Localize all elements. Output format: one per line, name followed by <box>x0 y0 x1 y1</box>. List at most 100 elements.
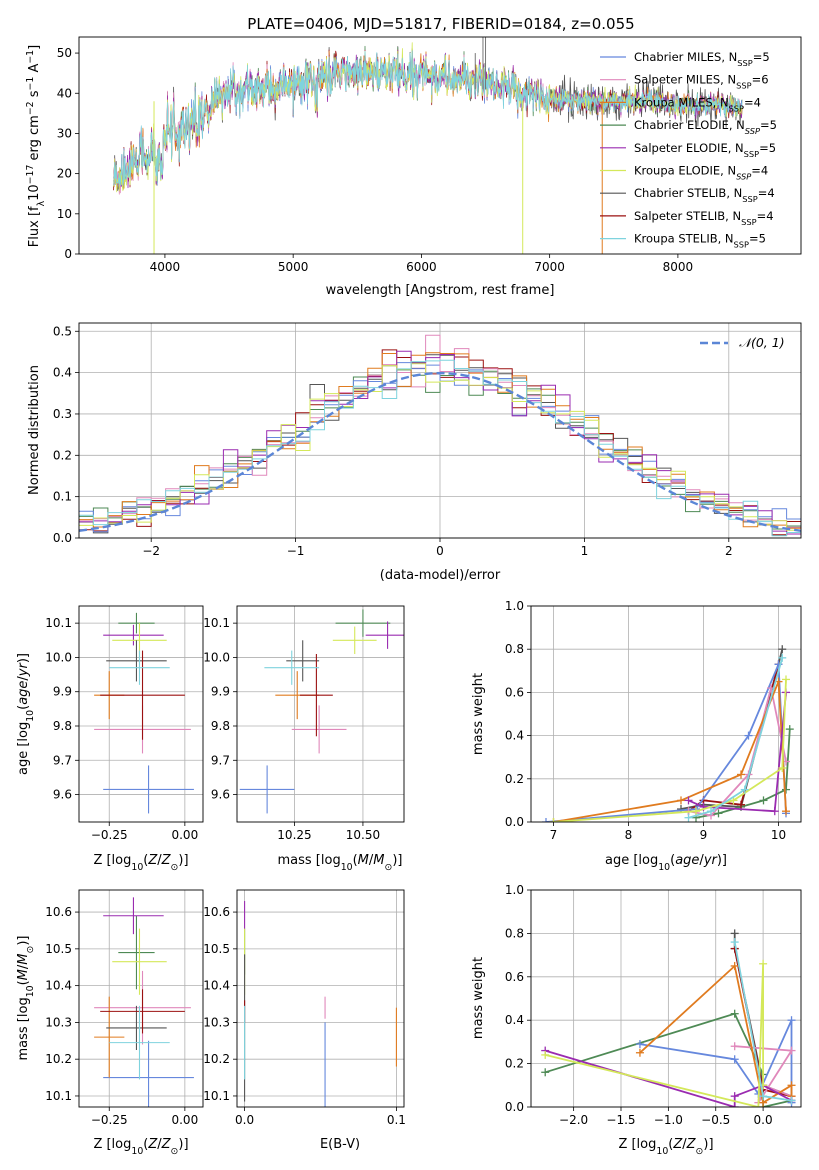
y-tick-label: 10.1 <box>45 1089 72 1103</box>
y-tick-label: 10.1 <box>45 616 72 630</box>
y-tick-label: 1.0 <box>505 599 524 613</box>
spectrum-plot-area <box>113 37 743 254</box>
y-tick-label: 9.7 <box>211 753 230 767</box>
y-tick-label: 10.6 <box>203 905 230 919</box>
y-tick-label: 0.0 <box>505 1100 524 1114</box>
y-tick-label: 10.3 <box>203 1015 230 1029</box>
y-tick-label: 9.9 <box>53 685 72 699</box>
residuals-axes: −2 −1 0 1 2 0.0 0.1 0.2 0.3 0.4 0.5 <box>53 323 801 558</box>
plots-layer: 4000 5000 6000 7000 800001020304050wavelengt… <box>16 36 802 1157</box>
spectrum-ylabel: Flux [fλ10−17 erg cm−2 s−1 A−1] <box>25 45 47 247</box>
y-tick-label: 10.5 <box>203 942 230 956</box>
mass_vs_z-frame <box>78 889 204 1108</box>
spectrum-legend: Chabrier MILES, NSSP=5 Salpeter MILES, NS… <box>600 50 777 250</box>
y-tick-label: 9.8 <box>53 719 72 733</box>
y-tick-label: 30 <box>57 126 72 140</box>
x-tick-label: −1.0 <box>654 1113 683 1127</box>
y-tick-label: 9.6 <box>53 788 72 802</box>
weight-line <box>680 648 784 810</box>
x-tick-label: 0 <box>436 544 444 558</box>
mass_vs_ebv-plot-area <box>244 901 397 1107</box>
weight-z-xlabel: Z [log10(Z/Z⊙)] <box>618 1137 713 1157</box>
y-tick-label: 50 <box>57 46 72 60</box>
mass_vs_ebv-frame <box>236 889 405 1108</box>
residuals-xlabel: (data-model)/error <box>380 568 501 583</box>
x-tick-label: 0.00 <box>171 1113 198 1127</box>
histogram-step <box>79 359 801 537</box>
spectrum-line <box>113 50 743 186</box>
weight-age-xlabel: age [log10(age/yr)] <box>605 853 727 873</box>
legend-label: Chabrier ELODIE, NSSP=5 <box>634 118 777 136</box>
mass-ebv-xlabel: E(B-V) <box>320 1137 360 1152</box>
x-tick-label: 10.50 <box>346 828 380 842</box>
age_vs_z-frame <box>78 605 204 823</box>
x-tick-label: 7000 <box>534 260 565 274</box>
x-tick-label: −2.0 <box>559 1113 588 1127</box>
weight-line <box>688 692 787 813</box>
y-tick-label: 9.7 <box>53 753 72 767</box>
y-tick-label: 0.2 <box>53 448 72 462</box>
y-tick-label: 0.8 <box>505 642 524 656</box>
y-tick-label: 1.0 <box>505 883 524 897</box>
x-tick-label: 9 <box>700 828 708 842</box>
y-tick-label: 0 <box>64 247 72 261</box>
figure-title: PLATE=0406, MJD=51817, FIBERID=0184, z=0… <box>247 15 634 33</box>
y-tick-label: 10.6 <box>45 905 72 919</box>
x-tick-label: −0.5 <box>701 1113 730 1127</box>
y-tick-label: 0.4 <box>505 729 524 743</box>
x-tick-label: 4000 <box>150 260 181 274</box>
weight_vs_age-frame <box>530 605 802 823</box>
legend-label: Chabrier STELIB, NSSP=4 <box>634 186 775 204</box>
weight_vs_z-frame <box>530 889 802 1108</box>
x-tick-label: −0.25 <box>91 1113 128 1127</box>
y-tick-label: 10.3 <box>45 1015 72 1029</box>
x-tick-label: −1 <box>287 544 305 558</box>
histogram-step <box>79 365 801 530</box>
y-tick-label: 10.1 <box>203 1089 230 1103</box>
weight-line <box>688 657 784 819</box>
legend-label: Salpeter MILES, NSSP=6 <box>634 73 769 91</box>
x-tick-label: −1.5 <box>606 1113 635 1127</box>
residuals-frame <box>78 322 802 539</box>
age_vs_z-axes: −0.25 0.00 9.6 9.7 9.8 9.9 10.0 10.1 <box>45 606 203 842</box>
x-tick-label: −0.25 <box>91 828 128 842</box>
x-tick-label: 8 <box>625 828 633 842</box>
y-tick-label: 9.6 <box>211 788 230 802</box>
y-tick-label: 0.2 <box>505 1057 524 1071</box>
age_vs_mass-plot-area <box>239 609 404 814</box>
x-tick-label: 6000 <box>406 260 437 274</box>
x-tick-label: 0.0 <box>235 1113 254 1127</box>
weight-line <box>545 663 787 822</box>
y-tick-label: 9.9 <box>211 685 230 699</box>
weight-line <box>553 680 787 822</box>
y-tick-label: 10.0 <box>45 650 72 664</box>
legend-label: Chabrier MILES, NSSP=5 <box>634 50 770 68</box>
age_vs_z-plot-area <box>94 612 194 814</box>
y-tick-label: 10.5 <box>45 942 72 956</box>
y-tick-label: 20 <box>57 167 72 181</box>
mass-z-xlabel: Z [log10(Z/Z⊙)] <box>93 1137 188 1157</box>
legend-label: Kroupa STELIB, NSSP=5 <box>634 232 766 250</box>
y-tick-label: 0.3 <box>53 407 72 421</box>
legend-label: Kroupa MILES, NSSP=4 <box>634 95 761 113</box>
age_vs_mass-frame <box>236 605 405 823</box>
weight-line <box>544 962 764 1107</box>
y-tick-label: 0.4 <box>53 366 72 380</box>
x-tick-label: −2 <box>142 544 160 558</box>
histogram-step <box>79 350 801 535</box>
x-tick-label: 0.1 <box>387 1113 406 1127</box>
mass_vs_z-plot-area <box>94 897 194 1107</box>
y-tick-label: 10.4 <box>45 979 72 993</box>
legend-label: Kroupa ELODIE, NSSP=4 <box>634 164 768 182</box>
spectrum-frame <box>78 36 802 255</box>
x-tick-label: 1 <box>581 544 589 558</box>
y-tick-label: 10.2 <box>203 1052 230 1066</box>
x-tick-label: 10 <box>771 828 786 842</box>
mass_vs_z-axes: −0.25 0.00 10.1 10.2 10.3 10.4 10.5 10.6 <box>45 890 203 1127</box>
normal-curve <box>79 371 801 532</box>
residuals-ylabel: Normed distribution <box>27 365 42 495</box>
y-tick-label: 10.0 <box>203 650 230 664</box>
y-tick-label: 9.8 <box>211 719 230 733</box>
age-mass-xlabel: mass [log10(M/M⊙)] <box>278 853 403 873</box>
weight_vs_age-plot-area <box>542 645 794 822</box>
